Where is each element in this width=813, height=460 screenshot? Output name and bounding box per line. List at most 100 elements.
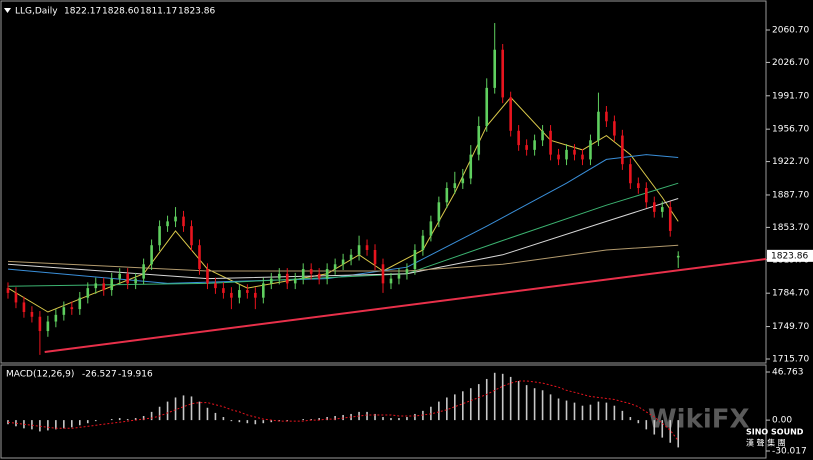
candle-body bbox=[613, 121, 616, 136]
candle-body bbox=[94, 283, 98, 289]
macd-readout: -26.527 bbox=[82, 370, 117, 380]
candle-body bbox=[246, 290, 249, 293]
macd-y-tick-label: 0.00 bbox=[772, 416, 792, 426]
axis: 2060.70 2026.70 1991.70 1956.70 1922.70 1887.… bbox=[766, 25, 813, 457]
candle-body bbox=[325, 269, 329, 279]
candle-body bbox=[668, 207, 672, 231]
candle-body bbox=[357, 245, 361, 255]
candle-body bbox=[557, 154, 560, 160]
header-high: 1828.60 bbox=[102, 7, 139, 17]
price-panel-frame bbox=[0, 0, 767, 364]
candle-body bbox=[254, 292, 257, 298]
macd-plot bbox=[7, 372, 680, 448]
candle-body bbox=[373, 249, 377, 265]
candle-body bbox=[485, 87, 489, 127]
candle-body bbox=[126, 273, 129, 284]
candle-body bbox=[198, 245, 201, 270]
candle-body bbox=[493, 49, 497, 88]
candle-body bbox=[421, 235, 425, 250]
candle-body bbox=[166, 221, 169, 227]
y-tick-label: 1956.70 bbox=[772, 125, 809, 135]
candle-body bbox=[453, 183, 457, 189]
candle-body bbox=[14, 292, 18, 303]
candle-body bbox=[565, 149, 568, 160]
candle-body bbox=[533, 140, 536, 150]
candle-body bbox=[629, 164, 632, 184]
candle-body bbox=[174, 216, 177, 222]
candle-body bbox=[214, 283, 217, 289]
candle-body bbox=[645, 188, 648, 203]
macd-signal bbox=[7, 380, 679, 441]
candle-body bbox=[102, 283, 106, 291]
watermark: WikiFX bbox=[648, 405, 750, 435]
candle-body bbox=[62, 307, 66, 315]
candle-body bbox=[676, 255, 680, 258]
macd-y-tick-label: 46.763 bbox=[772, 368, 804, 378]
y-tick-label: 1715.70 bbox=[772, 354, 809, 364]
candle-body bbox=[38, 316, 42, 332]
candle-body bbox=[517, 130, 520, 146]
moving-average bbox=[7, 198, 679, 280]
y-tick-label: 2026.70 bbox=[772, 58, 809, 68]
candle-body bbox=[637, 183, 640, 189]
candle-body bbox=[206, 269, 209, 284]
y-tick-label: 1922.70 bbox=[772, 157, 809, 167]
y-tick-label: 1887.70 bbox=[772, 190, 809, 200]
candle-body bbox=[118, 273, 121, 279]
candle-body bbox=[621, 135, 624, 165]
candle-body bbox=[597, 111, 600, 141]
candle-body bbox=[445, 188, 449, 203]
candle-body bbox=[317, 273, 321, 279]
trendline bbox=[44, 257, 766, 354]
moving-average bbox=[7, 154, 679, 284]
candle-body bbox=[86, 288, 90, 298]
candle-body bbox=[501, 49, 504, 98]
candle-body bbox=[301, 269, 305, 279]
candle-body bbox=[6, 288, 10, 293]
candle-body bbox=[461, 178, 465, 184]
header-low: 1811.17 bbox=[140, 7, 177, 17]
candle-body bbox=[30, 311, 34, 317]
candle-body bbox=[285, 273, 289, 284]
logo-subtitle: 漢 聲 集 團 bbox=[746, 438, 786, 448]
y-tick-label: 1991.70 bbox=[772, 91, 809, 101]
macd-readout: -19.916 bbox=[118, 370, 153, 380]
header-close: 1823.86 bbox=[178, 7, 215, 17]
candle-body bbox=[365, 245, 369, 250]
candle-body bbox=[477, 126, 481, 155]
candle-body bbox=[262, 283, 265, 298]
candle-body bbox=[70, 307, 74, 310]
candle-body bbox=[22, 302, 26, 312]
candle-body bbox=[333, 264, 337, 270]
candle-body bbox=[405, 269, 409, 274]
last-price-box bbox=[767, 249, 813, 262]
candle-body bbox=[573, 149, 576, 155]
candle-body bbox=[389, 278, 393, 284]
price-plot bbox=[6, 23, 766, 355]
candle-body bbox=[349, 254, 353, 260]
candle-body bbox=[581, 154, 584, 160]
candle-body bbox=[46, 321, 50, 332]
candle-body bbox=[222, 288, 225, 293]
candle-body bbox=[150, 245, 153, 265]
moving-average bbox=[7, 182, 679, 287]
candle-body bbox=[525, 145, 528, 150]
y-tick-label: 1853.70 bbox=[772, 223, 809, 233]
candle-body bbox=[381, 264, 385, 284]
candle-body bbox=[397, 273, 401, 279]
candle-body bbox=[78, 297, 82, 310]
candle-body bbox=[309, 269, 313, 274]
candle-body bbox=[134, 278, 137, 284]
candle-body bbox=[54, 314, 58, 322]
candle-body bbox=[182, 216, 185, 227]
y-tick-label: 1749.70 bbox=[772, 322, 809, 332]
candle-body bbox=[158, 226, 161, 246]
candle-body bbox=[605, 111, 608, 122]
moving-average bbox=[7, 96, 679, 313]
candle-body bbox=[190, 226, 193, 246]
moving-average bbox=[7, 244, 679, 272]
candle-body bbox=[230, 292, 233, 298]
macd-panel-frame bbox=[0, 364, 767, 459]
symbol: LLG,Daily bbox=[15, 7, 58, 17]
